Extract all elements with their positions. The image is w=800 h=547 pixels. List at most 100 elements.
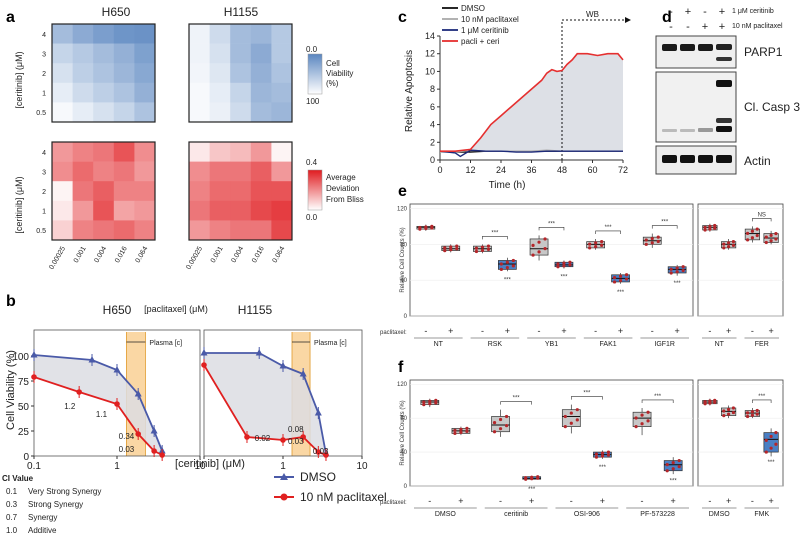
box-sig: *** bbox=[599, 465, 607, 471]
box-bracket-sig: *** bbox=[513, 396, 521, 402]
box-body bbox=[663, 460, 683, 472]
box-dot bbox=[422, 402, 426, 407]
heatmap-cell bbox=[93, 63, 115, 84]
box-dot bbox=[569, 421, 573, 425]
western-blot: - + - + 1 μM ceritinib - - + + 10 nM pac… bbox=[655, 6, 800, 175]
blot-mark-r1c3: - bbox=[703, 6, 707, 18]
panel-label-e: e bbox=[398, 183, 407, 200]
blot-row-label-paclitaxel: 10 nM paclitaxel bbox=[732, 23, 783, 30]
box-dot bbox=[531, 243, 535, 247]
box-dot bbox=[543, 237, 547, 241]
box-body bbox=[561, 409, 581, 427]
dmso-point bbox=[113, 366, 121, 373]
box-dot bbox=[755, 412, 759, 416]
box-ytick: 80 bbox=[400, 242, 407, 248]
box-group-label: ceritinib bbox=[504, 511, 528, 518]
box-treatment-mark: - bbox=[594, 326, 597, 336]
heatmap-xtick: 0.004 bbox=[230, 245, 245, 264]
box-bracket bbox=[641, 399, 674, 403]
box-group-label: PF-573228 bbox=[640, 511, 675, 518]
heatmap-cell bbox=[209, 82, 231, 103]
heatmap-cell bbox=[271, 142, 293, 162]
legend-dmso-label: DMSO bbox=[300, 470, 336, 484]
box-dot bbox=[543, 247, 547, 251]
box-ytick: 0 bbox=[404, 484, 408, 490]
heatmap-xtick: 0.004 bbox=[93, 245, 108, 264]
blot-row-label-ceritinib: 1 μM ceritinib bbox=[732, 8, 774, 15]
heatmap-cell bbox=[271, 43, 293, 64]
heatmap-cell bbox=[189, 142, 210, 162]
heatmap-cell bbox=[209, 181, 231, 202]
band-casp-1 bbox=[662, 129, 677, 132]
apoptosis-xtick: 12 bbox=[465, 165, 475, 175]
heatmap-cell bbox=[271, 63, 293, 84]
box-dot bbox=[562, 261, 566, 265]
box-dot bbox=[499, 262, 503, 266]
box-bracket bbox=[752, 399, 772, 403]
box-dot bbox=[443, 248, 447, 253]
heatmap-xtick: 0.00025 bbox=[48, 245, 67, 271]
viability-scale-max: 100 bbox=[306, 97, 320, 106]
blot-mark-r1c4: + bbox=[719, 6, 725, 18]
box-dot bbox=[650, 241, 654, 245]
heatmap-cell bbox=[52, 102, 73, 123]
box-dot bbox=[774, 231, 778, 236]
panel-label-b: b bbox=[6, 293, 16, 310]
band-actin-3 bbox=[698, 155, 713, 163]
dmso-point bbox=[134, 390, 142, 397]
box-dot bbox=[640, 413, 644, 417]
box-dot bbox=[669, 267, 673, 271]
blot-mark-r1c1: - bbox=[669, 6, 673, 18]
heatmap-cell bbox=[93, 43, 115, 64]
heatmap-xtick: 0.016 bbox=[114, 245, 129, 264]
box-dot bbox=[703, 400, 707, 404]
heatmap-cell bbox=[134, 24, 156, 44]
heatmap-cell bbox=[250, 24, 272, 44]
box-dot bbox=[624, 277, 629, 281]
box-bracket-sig: *** bbox=[548, 221, 556, 227]
heatmap-cell bbox=[93, 82, 115, 103]
blot-mark-r2c3: + bbox=[702, 21, 708, 33]
box-dot bbox=[722, 242, 726, 246]
band-casp-4b bbox=[716, 118, 732, 123]
ci-annotation: 0.03 bbox=[288, 437, 304, 446]
heatmap-cell bbox=[134, 200, 156, 221]
ci-value: 1.0 bbox=[6, 526, 18, 535]
box-dot bbox=[731, 243, 736, 247]
bliss-title-1: Average bbox=[326, 173, 356, 182]
box-dot bbox=[455, 247, 459, 251]
heatmap-cell bbox=[93, 181, 115, 202]
heatmap-cell bbox=[72, 43, 94, 64]
box-treatment-mark: - bbox=[708, 326, 711, 336]
box-dot bbox=[537, 250, 541, 254]
box-group-label: DMSO bbox=[709, 511, 731, 518]
heatmap-cell bbox=[52, 82, 73, 103]
box-dot bbox=[504, 424, 509, 428]
apoptosis-xtick: 48 bbox=[557, 165, 567, 175]
dmso-point bbox=[299, 370, 307, 377]
apoptosis-ytick: 12 bbox=[425, 49, 435, 59]
box-dot bbox=[455, 244, 459, 248]
box-dot bbox=[459, 430, 463, 435]
box-dot bbox=[531, 253, 535, 257]
box-dot bbox=[750, 410, 755, 414]
viability-xtick: 1 bbox=[280, 461, 286, 472]
heatmap-xtick: 0.064 bbox=[135, 245, 150, 264]
box-dot bbox=[443, 246, 447, 250]
box-body bbox=[744, 228, 760, 241]
box-treatment-mark: - bbox=[708, 496, 711, 506]
box-treatment-mark: - bbox=[424, 326, 427, 336]
box-bracket bbox=[752, 218, 772, 222]
ci-label: Additive bbox=[28, 526, 57, 535]
heatmap-cell bbox=[230, 24, 252, 44]
box-dot bbox=[563, 414, 567, 419]
heatmap-cell bbox=[134, 82, 156, 103]
ci-annotation: 0.03 bbox=[313, 447, 329, 456]
heatmap-cell bbox=[189, 43, 210, 64]
box-ytick: 0 bbox=[404, 314, 408, 320]
ci-annotation: 0.34 bbox=[119, 432, 135, 441]
box-dot bbox=[499, 267, 503, 272]
heatmap-cell bbox=[134, 142, 156, 162]
viability-ytick: 75 bbox=[18, 377, 30, 388]
box-sig: *** bbox=[670, 479, 678, 485]
